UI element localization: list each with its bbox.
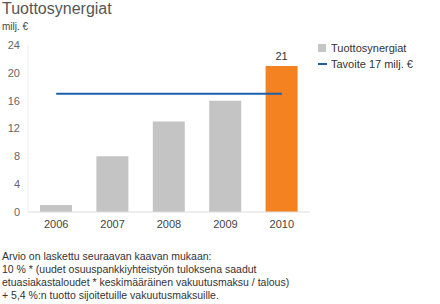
svg-text:12: 12 — [8, 122, 20, 134]
svg-text:20: 20 — [8, 67, 20, 79]
svg-text:0: 0 — [14, 206, 20, 218]
html-text:Tavoite 17 milj. €: Tavoite 17 milj. € — [331, 58, 413, 70]
svg-text:21: 21 — [275, 50, 287, 62]
html-text:10 % * (uudet osuuspankkiyhtei: 10 % * (uudet osuuspankkiyhteistyön tulo… — [2, 263, 257, 275]
html-text:+ 5,4 %:n tuotto sijoitetuille: + 5,4 %:n tuotto sijoitetuille vakuutusm… — [2, 289, 219, 301]
svg-text:2006: 2006 — [44, 218, 68, 230]
svg-text:2008: 2008 — [157, 218, 181, 230]
svg-text:2010: 2010 — [270, 218, 294, 230]
svg-text:24: 24 — [8, 39, 20, 51]
svg-text:2009: 2009 — [213, 218, 237, 230]
html-text:Arvio on laskettu seuraavan ka: Arvio on laskettu seuraavan kaavan mukaa… — [2, 250, 212, 262]
svg-text:2007: 2007 — [100, 218, 124, 230]
svg-text:4: 4 — [14, 178, 20, 190]
html-text:milj. €: milj. € — [2, 21, 29, 32]
html-text:Tuottosynergiat: Tuottosynergiat — [331, 42, 407, 54]
html-text:etuasiakastaloudet * keskimäär: etuasiakastaloudet * keskimääräinen vaku… — [2, 276, 290, 288]
svg-text:8: 8 — [14, 150, 20, 162]
html-text:Tuottosynergiat: Tuottosynergiat — [2, 0, 112, 17]
svg-text:16: 16 — [8, 95, 20, 107]
